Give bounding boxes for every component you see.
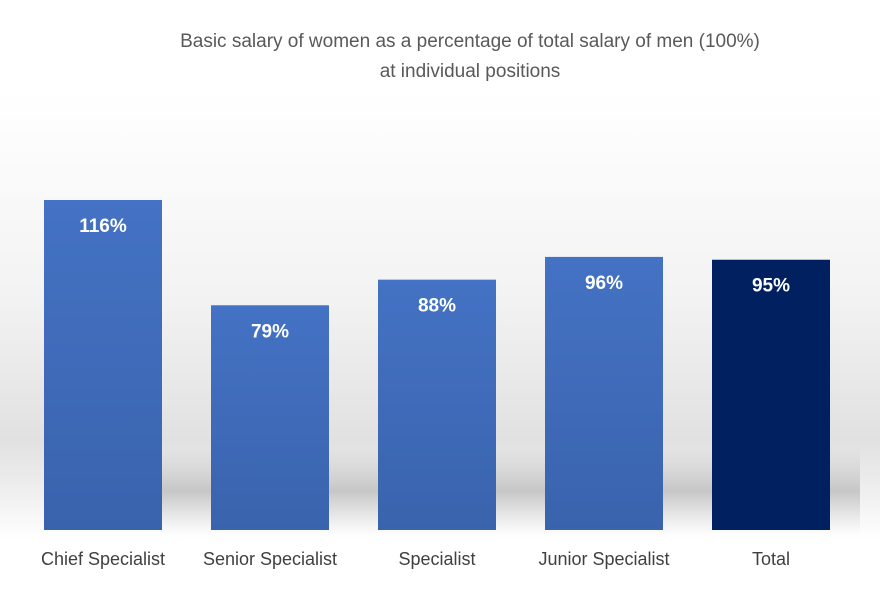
bar-total (712, 259, 830, 530)
data-label-total: 95% (752, 276, 790, 297)
data-label-chief-specialist: 116% (79, 216, 127, 237)
bar-senior-specialist (211, 305, 329, 530)
chart-title-line-2: at individual positions (379, 61, 561, 82)
bar-specialist (378, 279, 496, 530)
bar-junior-specialist (545, 256, 663, 530)
chart-title-line-1: Basic salary of women as a percentage of… (180, 31, 760, 52)
category-label-total: Total (752, 549, 790, 569)
data-label-junior-specialist: 96% (585, 273, 623, 294)
category-label-chief-specialist: Chief Specialist (41, 549, 165, 569)
category-label-specialist: Specialist (398, 549, 475, 569)
category-label-senior-specialist: Senior Specialist (203, 549, 337, 569)
data-label-senior-specialist: 79% (251, 321, 289, 342)
bar-chief-specialist (44, 200, 162, 530)
data-label-specialist: 88% (418, 296, 456, 317)
category-label-junior-specialist: Junior Specialist (538, 549, 669, 569)
